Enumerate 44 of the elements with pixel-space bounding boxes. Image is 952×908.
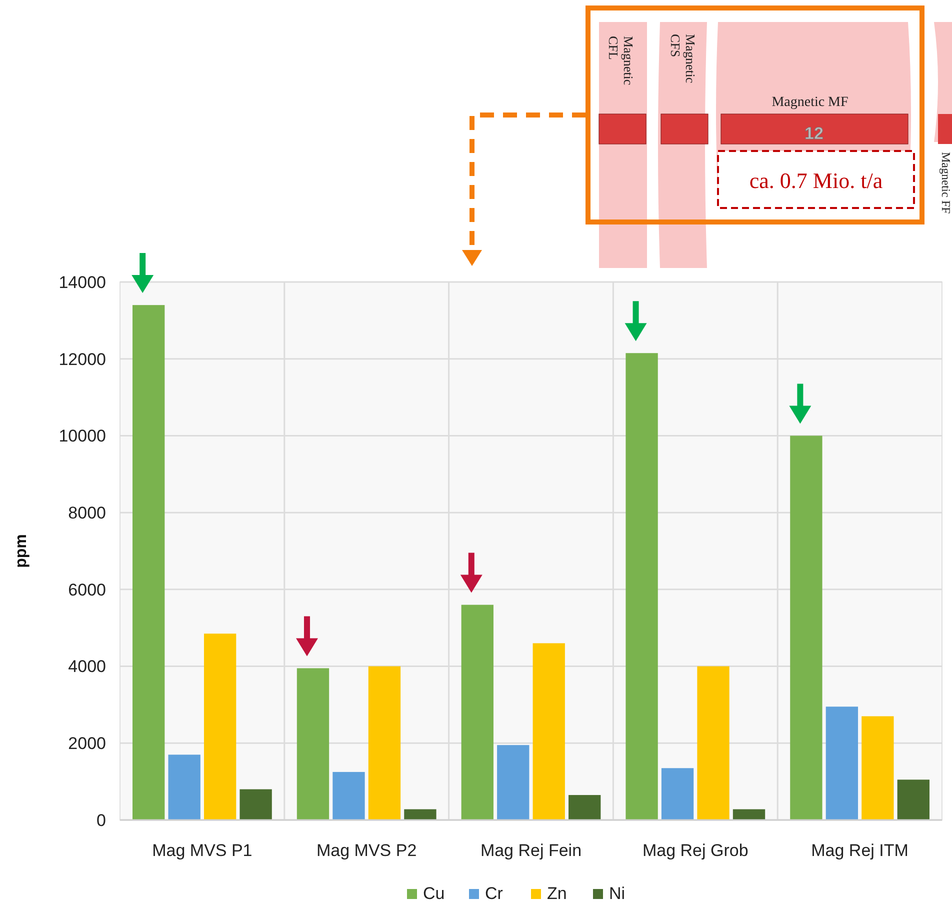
y-tick-label: 8000	[68, 504, 106, 523]
x-tick-label: Mag MVS P2	[316, 841, 417, 860]
y-tick-label: 14000	[58, 272, 106, 292]
bar	[661, 768, 694, 820]
y-axis-title: ppm	[13, 534, 30, 568]
text: Magnetic MF	[772, 95, 849, 110]
y-tick-label: 12000	[58, 350, 106, 369]
y-tick-label: 0	[96, 810, 106, 830]
bar	[332, 772, 365, 820]
bar	[168, 754, 200, 820]
bar	[132, 305, 165, 820]
y-tick-label: 2000	[68, 734, 106, 754]
text: Magnetic FF	[939, 152, 952, 214]
bar	[568, 795, 601, 820]
x-tick-label: Mag Rej ITM	[811, 841, 908, 860]
bar	[790, 436, 822, 820]
bar	[240, 789, 272, 820]
x-tick-label: Mag MVS P1	[152, 841, 252, 860]
text: Magnetic CFL	[606, 36, 636, 86]
bar	[296, 668, 330, 820]
legend-label: Cr	[485, 884, 504, 903]
bar	[626, 353, 658, 820]
text: ca. 0.7 Mio. t/a	[749, 168, 883, 193]
bar	[368, 666, 401, 820]
bar	[897, 780, 930, 820]
y-tick-label: 6000	[68, 580, 106, 600]
bar	[697, 666, 730, 820]
bar	[461, 604, 494, 820]
bar	[404, 809, 436, 820]
bar	[497, 745, 530, 820]
x-tick-label: Mag Rej Grob	[642, 841, 748, 860]
text: 12	[804, 124, 824, 143]
bar	[862, 716, 894, 820]
bar	[826, 706, 858, 820]
bar	[732, 809, 766, 820]
text: Magnetic CFS	[668, 34, 698, 84]
bar	[204, 634, 236, 820]
legend-label: Zn	[547, 884, 567, 903]
y-tick-label: 10000	[58, 426, 106, 446]
y-tick-label: 4000	[68, 657, 106, 676]
x-tick-label: Mag Rej Fein	[480, 841, 582, 860]
bar	[532, 643, 565, 820]
legend-label: Cu	[423, 884, 445, 903]
legend-label: Ni	[609, 884, 626, 903]
